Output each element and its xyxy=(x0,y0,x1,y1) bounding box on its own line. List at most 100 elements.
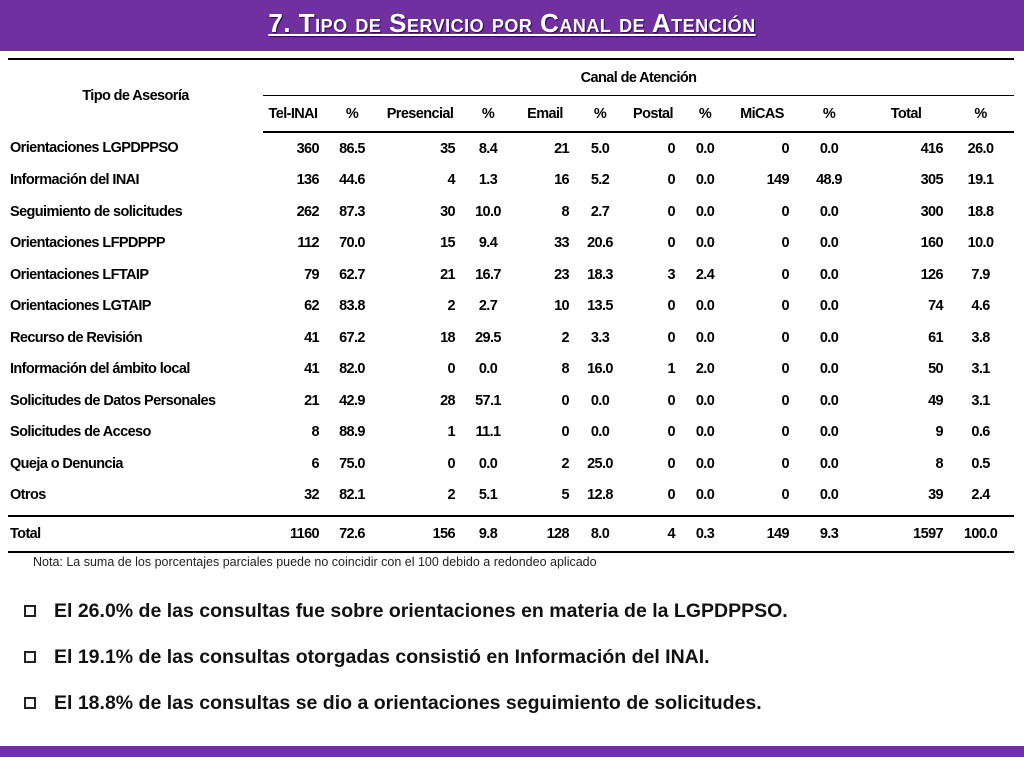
table-cell: 0.0 xyxy=(478,361,498,378)
table-cell: 18.8 xyxy=(967,203,994,220)
table-cell: 4 xyxy=(447,172,456,189)
table-cell: 0 xyxy=(667,424,676,441)
column-header: Total xyxy=(865,95,947,133)
table-cell: 0 xyxy=(781,329,790,346)
table-cell: 9.4 xyxy=(478,235,498,252)
bullet-item: El 19.1% de las consultas otorgadas cons… xyxy=(22,634,1012,680)
table-cell: 0.0 xyxy=(819,361,839,378)
column-header: % xyxy=(323,95,381,133)
column-header: % xyxy=(793,95,865,133)
table-cell: 360 xyxy=(296,140,320,157)
table-cell: 26.0 xyxy=(967,140,994,157)
table-cell: 5 xyxy=(561,487,570,504)
table-cell: 62 xyxy=(304,298,320,315)
table-cell: 0.0 xyxy=(819,392,839,409)
table-cell: 0.0 xyxy=(819,235,839,252)
table-cell: 2.4 xyxy=(695,266,715,283)
table-cell: 0.0 xyxy=(819,424,839,441)
table-cell: 0 xyxy=(781,298,790,315)
table-row: Información del INAI 136 44.6 4 1.3 16 5.2 0 0.0… xyxy=(8,165,1014,197)
column-header: Email xyxy=(517,95,573,133)
table-cell: 75.0 xyxy=(339,455,365,472)
table-cell: 28 xyxy=(440,392,456,409)
total-cell: 9.3 xyxy=(793,515,865,553)
row-label: Solicitudes de Datos Personales xyxy=(10,392,216,409)
table-cell: 3.3 xyxy=(590,329,610,346)
table-cell: 35 xyxy=(440,140,456,157)
bottom-bar xyxy=(0,746,1024,757)
table-row: Queja o Denuncia 6 75.0 0 0.0 2 25.0 0 0.0 0 0.0 8 0… xyxy=(8,448,1014,480)
table-cell: 83.8 xyxy=(339,298,365,315)
table-cell: 20.6 xyxy=(587,235,613,252)
table-cell: 16.0 xyxy=(587,361,613,378)
table-cell: 300 xyxy=(920,203,944,220)
table-cell: 57.1 xyxy=(475,392,501,409)
table-cell: 416 xyxy=(920,140,944,157)
channel-header: Canal de Atención xyxy=(263,58,1015,96)
column-header: MiCAS xyxy=(731,95,793,133)
table-cell: 82.0 xyxy=(339,361,365,378)
page-title: 7. Tipo de Servicio por Canal de Atenció… xyxy=(268,8,756,38)
table-cell: 49 xyxy=(928,392,944,409)
table-cell: 8 xyxy=(561,361,570,378)
table-row: Recurso de Revisión 41 67.2 18 29.5 2 3.3 0 0.0 0… xyxy=(8,322,1014,354)
bullet-item: El 26.0% de las consultas fue sobre orie… xyxy=(22,588,1012,634)
table-row: Otros 32 82.1 2 5.1 5 12.8 0 0.0 0 0.0 39 2.4 xyxy=(8,480,1014,512)
bullet-text: El 19.1% de las consultas otorgadas cons… xyxy=(54,645,710,668)
table-cell: 50 xyxy=(928,361,944,378)
table-cell: 42.9 xyxy=(339,392,365,409)
table-cell: 4.6 xyxy=(971,298,990,315)
title-bar xyxy=(0,0,1024,51)
total-cell: 8.0 xyxy=(573,515,627,553)
table-cell: 10.0 xyxy=(475,203,501,220)
column-header: Tel-INAI xyxy=(263,95,323,133)
table-row: Orientaciones LGPDPPSO 360 86.5 35 8.4 21 5.0 0… xyxy=(8,132,1014,165)
footnote: Nota: La suma de los porcentajes parcial… xyxy=(33,555,597,569)
table-cell: 0 xyxy=(667,329,676,346)
table-cell: 5.0 xyxy=(590,140,610,157)
row-label: Información del INAI xyxy=(10,172,140,189)
table-cell: 21 xyxy=(304,392,320,409)
table-cell: 3 xyxy=(667,266,676,283)
table-cell: 0.0 xyxy=(819,140,839,157)
table-cell: 29.5 xyxy=(475,329,501,346)
table-cell: 0 xyxy=(781,203,790,220)
table-cell: 0.0 xyxy=(695,329,715,346)
column-header: % xyxy=(573,95,627,133)
table-cell: 0 xyxy=(667,455,676,472)
table-cell: 0.0 xyxy=(819,298,839,315)
table-cell: 0 xyxy=(781,455,790,472)
table-cell: 23 xyxy=(554,266,570,283)
table-cell: 12.8 xyxy=(587,487,613,504)
table-cell: 44.6 xyxy=(339,172,365,189)
table-cell: 8 xyxy=(561,203,570,220)
table-cell: 0 xyxy=(781,487,790,504)
service-table-container: Tipo de Asesoría Canal de Atención Tel-I… xyxy=(8,58,1015,553)
table-cell: 0 xyxy=(781,235,790,252)
table-cell: 305 xyxy=(920,172,944,189)
total-cell: 1597 xyxy=(865,515,947,553)
row-label: Solicitudes de Acceso xyxy=(10,424,151,441)
table-cell: 0.0 xyxy=(695,172,715,189)
table-cell: 3.1 xyxy=(971,361,990,378)
table-cell: 13.5 xyxy=(587,298,613,315)
table-cell: 0.0 xyxy=(695,424,715,441)
column-header: Postal xyxy=(627,95,679,133)
row-label: Seguimiento de solicitudes xyxy=(10,203,183,220)
table-cell: 0 xyxy=(667,140,676,157)
row-label: Recurso de Revisión xyxy=(10,329,143,346)
table-cell: 2 xyxy=(561,455,570,472)
table-cell: 0.0 xyxy=(819,455,839,472)
table-cell: 0.0 xyxy=(819,329,839,346)
table-cell: 2 xyxy=(561,329,570,346)
table-cell: 2.4 xyxy=(971,487,990,504)
bullet-text: El 18.8% de las consultas se dio a orien… xyxy=(54,691,762,714)
table-cell: 6 xyxy=(311,455,320,472)
table-cell: 0.0 xyxy=(478,455,498,472)
table-cell: 2.7 xyxy=(590,203,610,220)
table-cell: 67.2 xyxy=(339,329,365,346)
table-cell: 0 xyxy=(447,455,456,472)
table-cell: 0 xyxy=(447,361,456,378)
table-row: Seguimiento de solicitudes 262 87.3 30 10.0 8… xyxy=(8,196,1014,228)
service-channel-table: Tipo de Asesoría Canal de Atención Tel-I… xyxy=(8,58,1015,553)
